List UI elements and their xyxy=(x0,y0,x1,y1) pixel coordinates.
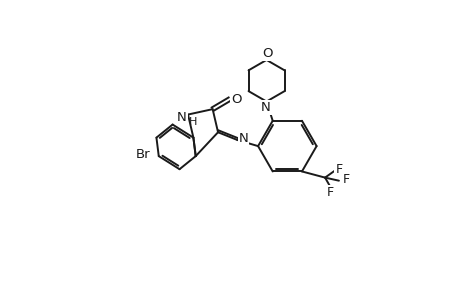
Text: N: N xyxy=(260,101,270,114)
Text: F: F xyxy=(341,173,349,186)
Text: O: O xyxy=(262,47,272,60)
Text: Br: Br xyxy=(136,148,151,161)
Text: F: F xyxy=(335,164,342,176)
Text: H: H xyxy=(188,117,197,127)
Text: F: F xyxy=(326,186,333,199)
Text: O: O xyxy=(231,93,241,106)
Text: N: N xyxy=(177,111,186,124)
Text: N: N xyxy=(238,132,248,145)
